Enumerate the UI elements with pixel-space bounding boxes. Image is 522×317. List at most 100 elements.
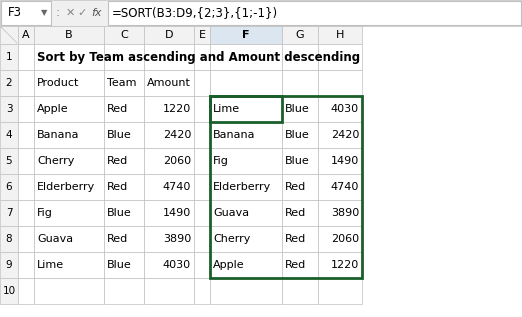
- Bar: [282, 200, 318, 226]
- Bar: [0, 252, 18, 278]
- Bar: [318, 252, 362, 278]
- Text: Banana: Banana: [37, 130, 79, 140]
- Bar: [18, 26, 34, 44]
- Text: 2420: 2420: [163, 130, 191, 140]
- Bar: [34, 278, 104, 304]
- Bar: [210, 96, 282, 122]
- Text: Cherry: Cherry: [37, 156, 74, 166]
- Text: H: H: [336, 30, 344, 40]
- Text: Apple: Apple: [37, 104, 68, 114]
- Text: Blue: Blue: [107, 130, 132, 140]
- Bar: [104, 70, 144, 96]
- Bar: [194, 226, 210, 252]
- Bar: [104, 174, 144, 200]
- Bar: [194, 26, 210, 44]
- Text: 4: 4: [6, 130, 13, 140]
- Bar: [18, 44, 34, 70]
- Bar: [0, 96, 18, 122]
- Text: Red: Red: [285, 182, 306, 192]
- Text: 5: 5: [6, 156, 13, 166]
- Text: Fig: Fig: [37, 208, 53, 218]
- Bar: [144, 174, 194, 200]
- Bar: [318, 70, 362, 96]
- Bar: [210, 226, 282, 252]
- Bar: [34, 44, 104, 70]
- Bar: [104, 252, 144, 278]
- Text: ▼: ▼: [41, 9, 48, 17]
- Bar: [0, 44, 18, 70]
- Text: =SORT(B3:D9,{2;3},{1;-1}): =SORT(B3:D9,{2;3},{1;-1}): [112, 7, 278, 20]
- Text: ✓: ✓: [77, 8, 87, 18]
- Text: Lime: Lime: [213, 104, 240, 114]
- Text: 3: 3: [6, 104, 13, 114]
- Bar: [0, 0, 522, 26]
- Text: Banana: Banana: [213, 130, 255, 140]
- Text: F: F: [242, 30, 250, 40]
- Bar: [104, 200, 144, 226]
- Bar: [34, 70, 104, 96]
- Bar: [194, 70, 210, 96]
- Text: 1220: 1220: [331, 260, 359, 270]
- Text: ✕: ✕: [65, 8, 75, 18]
- Bar: [34, 122, 104, 148]
- Text: 3890: 3890: [163, 234, 191, 244]
- Bar: [34, 174, 104, 200]
- Bar: [144, 278, 194, 304]
- Text: Red: Red: [285, 234, 306, 244]
- Bar: [34, 96, 104, 122]
- Bar: [194, 278, 210, 304]
- Text: Product: Product: [37, 78, 79, 88]
- Text: Red: Red: [107, 104, 128, 114]
- Bar: [318, 44, 362, 70]
- Text: :: :: [56, 7, 60, 20]
- Text: C: C: [120, 30, 128, 40]
- Bar: [104, 26, 144, 44]
- Text: 3890: 3890: [331, 208, 359, 218]
- Bar: [18, 226, 34, 252]
- Text: 1: 1: [6, 52, 13, 62]
- Bar: [0, 226, 18, 252]
- Bar: [0, 148, 18, 174]
- Text: 2060: 2060: [331, 234, 359, 244]
- Bar: [282, 226, 318, 252]
- Text: Fig: Fig: [213, 156, 229, 166]
- Bar: [194, 44, 210, 70]
- Bar: [210, 148, 282, 174]
- Text: Blue: Blue: [285, 156, 310, 166]
- Bar: [104, 278, 144, 304]
- Bar: [318, 278, 362, 304]
- Bar: [282, 26, 318, 44]
- Bar: [144, 44, 194, 70]
- Bar: [282, 44, 318, 70]
- Bar: [144, 200, 194, 226]
- Text: 1490: 1490: [163, 208, 191, 218]
- Text: fx: fx: [91, 8, 101, 18]
- Bar: [144, 70, 194, 96]
- Bar: [0, 70, 18, 96]
- Bar: [318, 226, 362, 252]
- Bar: [318, 122, 362, 148]
- Text: 7: 7: [6, 208, 13, 218]
- Text: Red: Red: [107, 156, 128, 166]
- Text: Guava: Guava: [37, 234, 73, 244]
- Bar: [144, 96, 194, 122]
- Text: Red: Red: [285, 208, 306, 218]
- Bar: [210, 26, 282, 44]
- Bar: [18, 122, 34, 148]
- Bar: [0, 122, 18, 148]
- Bar: [108, 1, 521, 25]
- Text: Lime: Lime: [37, 260, 64, 270]
- Bar: [210, 96, 362, 278]
- Bar: [194, 122, 210, 148]
- Bar: [194, 252, 210, 278]
- Bar: [0, 200, 18, 226]
- Text: E: E: [198, 30, 206, 40]
- Bar: [318, 200, 362, 226]
- Bar: [210, 252, 282, 278]
- Bar: [18, 278, 34, 304]
- Text: F3: F3: [8, 7, 22, 20]
- Text: Apple: Apple: [213, 260, 245, 270]
- Bar: [282, 122, 318, 148]
- Text: 4030: 4030: [163, 260, 191, 270]
- Bar: [18, 70, 34, 96]
